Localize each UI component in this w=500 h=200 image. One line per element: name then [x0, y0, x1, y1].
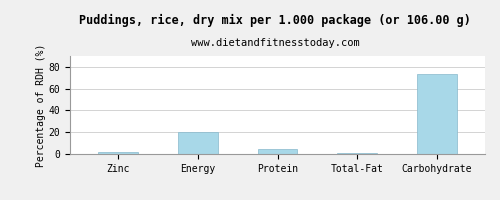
Text: Puddings, rice, dry mix per 1.000 package (or 106.00 g): Puddings, rice, dry mix per 1.000 packag…	[79, 14, 471, 27]
Bar	[178, 132, 218, 154]
Bar	[417, 74, 457, 154]
Bar	[338, 153, 378, 154]
Text: www.dietandfitnesstoday.com: www.dietandfitnesstoday.com	[190, 38, 360, 48]
Bar	[98, 152, 138, 154]
Y-axis label: Percentage of RDH (%): Percentage of RDH (%)	[36, 43, 46, 167]
Bar	[258, 149, 298, 154]
